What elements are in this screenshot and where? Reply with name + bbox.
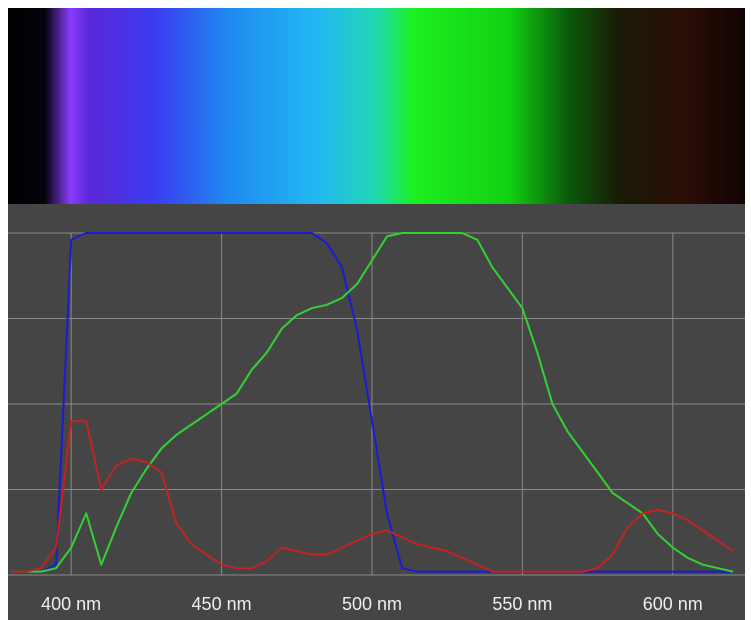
x-tick-label: 450 nm (192, 594, 252, 614)
plot-panel (8, 204, 745, 620)
spectrum-image (8, 8, 745, 204)
x-tick-label: 550 nm (492, 594, 552, 614)
spectrometer: 400 nm 450 nm 500 nm 550 nm 600 nm (0, 0, 751, 620)
x-tick-label: 600 nm (643, 594, 703, 614)
x-tick-label: 500 nm (342, 594, 402, 614)
x-tick-label: 400 nm (41, 594, 101, 614)
